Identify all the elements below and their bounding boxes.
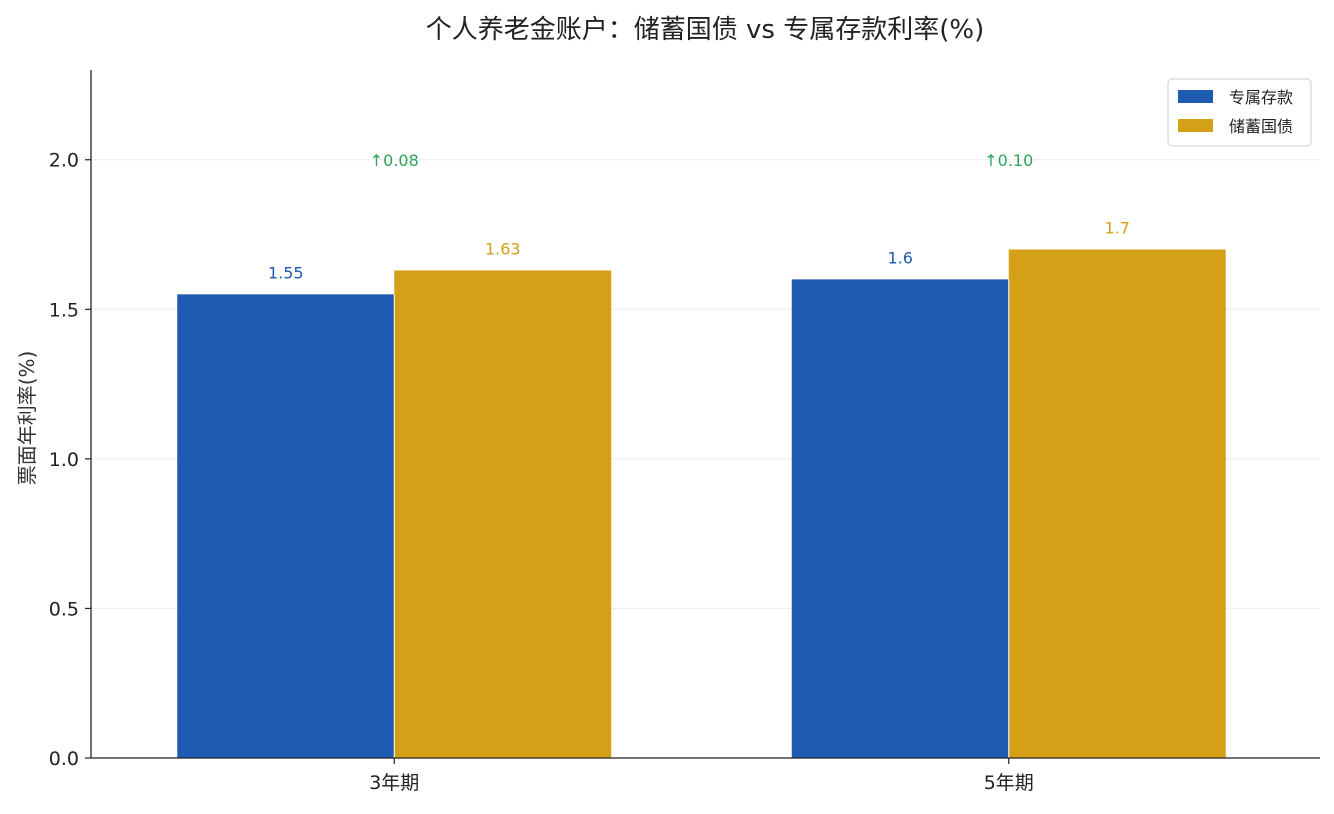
- value-labels: 1.55 1.63 1.6 1.7: [268, 218, 1130, 282]
- difference-label-5年期: ↑0.10: [984, 151, 1033, 170]
- value-label-专属存款-3年期: 1.55: [268, 263, 304, 282]
- bar-专属存款-3年期: [177, 294, 395, 758]
- value-label-储蓄国债-5年期: 1.7: [1105, 218, 1130, 237]
- y-tick-label-0: 0.0: [49, 748, 79, 770]
- y-tick-label-1: 0.5: [49, 598, 79, 620]
- legend-swatch-专属存款: [1178, 90, 1213, 103]
- difference-label-3年期: ↑0.08: [370, 151, 419, 170]
- legend-label-专属存款: 专属存款: [1229, 88, 1293, 107]
- value-label-专属存款-5年期: 1.6: [888, 248, 913, 267]
- legend-swatch-储蓄国债: [1178, 119, 1213, 132]
- x-tick-label-3年期: 3年期: [369, 772, 419, 794]
- difference-annotations: ↑0.08 ↑0.10: [370, 151, 1034, 170]
- axes: 0.0 0.5 1.0 1.5 2.0 3年期 5年期: [49, 70, 1320, 794]
- chart-title: 个人养老金账户：储蓄国债 vs 专属存款利率(%): [426, 15, 984, 45]
- bar-专属存款-5年期: [791, 279, 1009, 758]
- bars: [177, 249, 1226, 758]
- bar-储蓄国债-5年期: [1008, 249, 1226, 758]
- x-tick-label-5年期: 5年期: [984, 772, 1034, 794]
- value-label-储蓄国债-3年期: 1.63: [485, 239, 521, 258]
- y-axis-label: 票面年利率(%): [15, 351, 39, 486]
- legend-label-储蓄国债: 储蓄国债: [1229, 117, 1293, 136]
- y-tick-label-3: 1.5: [49, 299, 79, 321]
- y-tick-label-4: 2.0: [49, 150, 79, 172]
- bar-储蓄国债-3年期: [394, 270, 612, 758]
- y-tick-label-2: 1.0: [49, 449, 79, 471]
